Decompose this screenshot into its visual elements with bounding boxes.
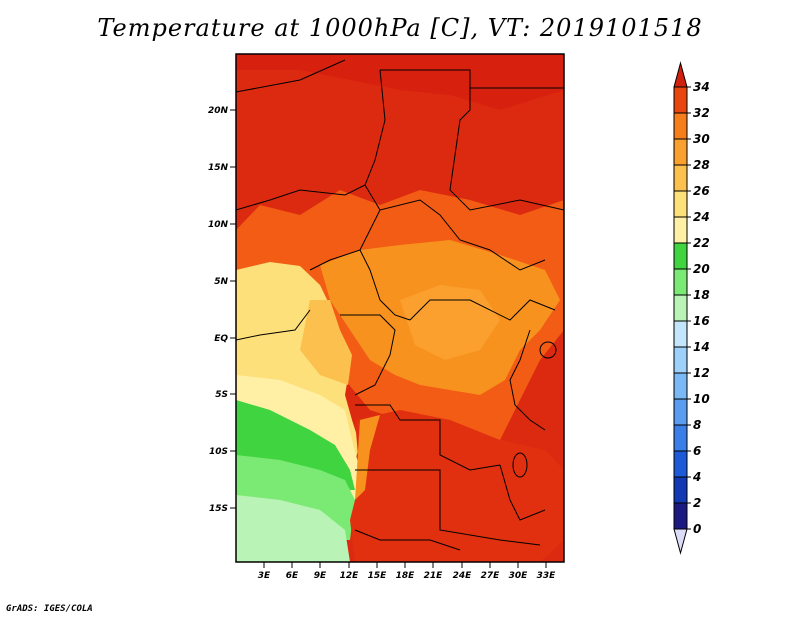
colorbar-swatch: [673, 398, 688, 426]
lon-label: 27E: [481, 571, 501, 581]
colorbar-swatch: [673, 86, 688, 114]
colorbar-label: 16: [693, 314, 710, 328]
colorbar-swatch: [673, 190, 688, 218]
colorbar-swatch: [673, 320, 688, 348]
colorbar-label: 26: [693, 184, 710, 198]
region-north-hot: [236, 54, 564, 110]
lon-label: 21E: [424, 571, 444, 581]
lon-label: 18E: [396, 571, 416, 581]
colorbar-label: 20: [693, 262, 710, 276]
colorbar-swatch: [673, 502, 688, 530]
lat-axis: 20N 15N 10N 5N EQ 5S 10S 15S: [208, 106, 236, 514]
colorbar-label: 28: [693, 158, 710, 172]
colorbar-swatch: [673, 476, 688, 504]
lon-label: 33E: [537, 571, 557, 581]
colorbar-label: 10: [693, 392, 710, 406]
lon-label: 12E: [340, 571, 360, 581]
colorbar-swatch: [673, 242, 688, 270]
colorbar-low-arrow: [673, 528, 688, 555]
lat-label: 20N: [208, 106, 229, 116]
colorbar-label: 34: [693, 80, 710, 94]
lat-label: 5N: [214, 277, 228, 287]
region-angola-coast: [355, 415, 380, 500]
colorbar-label: 14: [693, 340, 710, 354]
colorbar-label: 24: [693, 210, 710, 224]
region-green-16: [236, 495, 350, 562]
colorbar-label: 22: [693, 236, 710, 250]
region-gabon-coast: [300, 300, 352, 385]
lake-tanganyika: [512, 452, 528, 478]
lat-label: 10N: [208, 220, 229, 230]
colorbar-swatch: [673, 138, 688, 166]
colorbar-swatch: [673, 424, 688, 452]
colorbar-label: 12: [693, 366, 710, 380]
colorbar-swatch: [673, 112, 688, 140]
lat-label: 15N: [208, 163, 229, 173]
lat-label: 5S: [215, 390, 228, 400]
region-basin-core: [400, 285, 500, 360]
lon-axis: 3E 6E 9E 12E 15E 18E 21E 24E 27E 30E 33E: [258, 562, 556, 581]
lon-label: 6E: [286, 571, 299, 581]
country-borders: [235, 59, 565, 551]
lon-label: 24E: [453, 571, 473, 581]
lat-label: EQ: [214, 334, 228, 344]
map-area: [235, 53, 565, 563]
region-angola-hot: [350, 410, 564, 562]
chart-title: Temperature at 1000hPa [C], VT: 20191015…: [97, 14, 703, 42]
colorbar-swatch: [673, 164, 688, 192]
colorbar-swatch: [673, 216, 688, 244]
lake-victoria: [539, 341, 557, 359]
lon-label: 30E: [509, 571, 529, 581]
colorbar-label: 18: [693, 288, 710, 302]
colorbar-swatch: [673, 450, 688, 478]
colorbar-label: 4: [692, 470, 701, 484]
colorbar-label: 2: [693, 496, 701, 510]
colorbar-label: 0: [693, 522, 701, 536]
lon-label: 15E: [368, 571, 388, 581]
map-frame: [235, 53, 565, 563]
colorbar-label: 30: [693, 132, 710, 146]
colorbar-swatch: [673, 268, 688, 296]
lat-label: 15S: [209, 504, 228, 514]
colorbar-swatch: [673, 372, 688, 400]
lon-label: 3E: [258, 571, 271, 581]
colorbar-label: 8: [693, 418, 701, 432]
colorbar-swatch: [673, 294, 688, 322]
colorbar-label: 6: [693, 444, 701, 458]
colorbar-label: 32: [693, 106, 710, 120]
lon-label: 9E: [314, 571, 327, 581]
colorbar-high-arrow: [673, 61, 688, 88]
lat-label: 10S: [209, 447, 228, 457]
colorbar-swatch: [673, 346, 688, 374]
grads-credit: GrADS: IGES/COLA: [6, 604, 93, 614]
